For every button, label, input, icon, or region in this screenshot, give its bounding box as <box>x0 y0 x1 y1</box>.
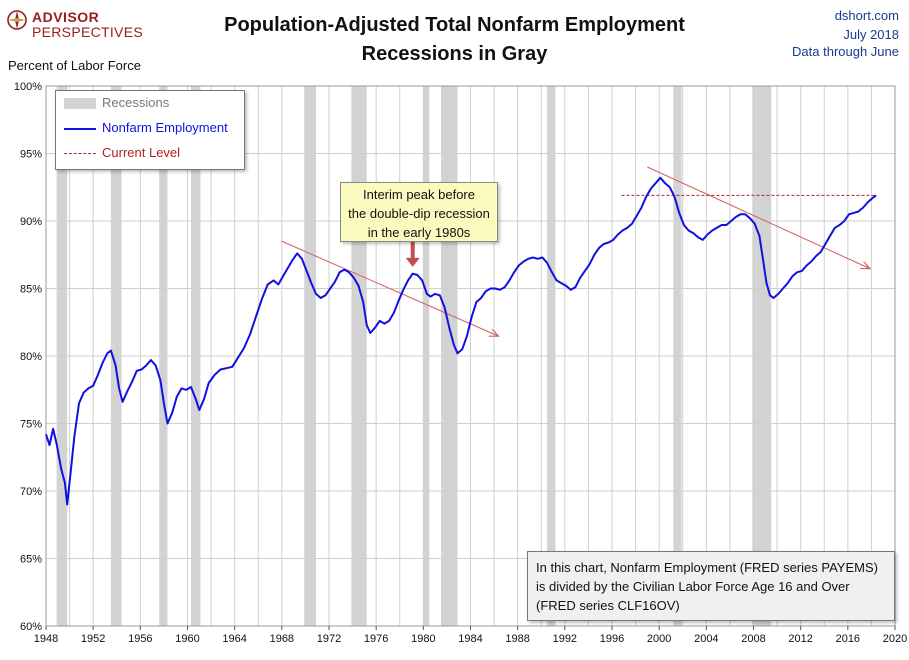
source-date: July 2018 <box>843 27 899 42</box>
legend-label-recessions: Recessions <box>102 95 170 110</box>
x-tick-label-12: 1996 <box>600 633 624 645</box>
y-tick-label-3: 85% <box>20 284 42 296</box>
x-tick-label-14: 2004 <box>694 633 718 645</box>
x-tick-label-10: 1988 <box>505 633 529 645</box>
x-tick-label-4: 1964 <box>222 633 246 645</box>
logo-text-bottom: PERSPECTIVES <box>32 24 143 40</box>
x-tick-label-9: 1984 <box>458 633 482 645</box>
annotation-callout: Interim peak before the double-dip reces… <box>340 182 498 242</box>
x-tick-label-8: 1980 <box>411 633 435 645</box>
y-tick-label-1: 95% <box>20 149 42 161</box>
trendline-1 <box>647 166 869 268</box>
x-tick-label-13: 2000 <box>647 633 671 645</box>
axis-ticks: 100% 95% 90% 85% 80% 75% 70% 65% 60%1948 1952 1956… <box>14 81 907 645</box>
source-site: dshort.com <box>834 8 899 23</box>
x-tick-label-17: 2016 <box>836 633 860 645</box>
legend-swatch-nonfarm <box>64 128 96 130</box>
y-tick-label-7: 65% <box>20 554 42 566</box>
legend-swatch-recessions <box>64 98 96 109</box>
note-line-2: is divided by the Civilian Labor Force A… <box>536 579 850 594</box>
y-tick-label-6: 70% <box>20 486 42 498</box>
x-tick-label-2: 1956 <box>128 633 152 645</box>
y-tick-label-8: 60% <box>20 621 42 633</box>
y-tick-label-2: 90% <box>20 216 42 228</box>
advisor-perspectives-logo: ADVISOR PERSPECTIVES <box>6 7 146 41</box>
x-tick-label-5: 1968 <box>270 633 294 645</box>
x-tick-label-0: 1948 <box>34 633 58 645</box>
nonfarm-employment-line <box>45 176 877 506</box>
y-tick-label-4: 80% <box>20 351 42 363</box>
callout-line-3: in the early 1980s <box>367 225 471 240</box>
y-axis-label: Percent of Labor Force <box>8 58 141 73</box>
legend-label-nonfarm: Nonfarm Employment <box>102 120 228 135</box>
note-line-1: In this chart, Nonfarm Employment (FRED … <box>536 560 878 575</box>
y-tick-label-0: 100% <box>14 81 42 93</box>
data-through: Data through June <box>792 44 899 59</box>
legend-label-current: Current Level <box>102 145 181 160</box>
gridlines <box>45 85 896 627</box>
x-tick-label-1: 1952 <box>81 633 105 645</box>
legend-swatch-current <box>64 153 96 154</box>
chart-title: Population-Adjusted Total Nonfarm Employ… <box>224 14 685 36</box>
compass-logo-icon <box>7 10 27 30</box>
trendlines <box>281 166 869 336</box>
x-tick-label-15: 2008 <box>741 633 765 645</box>
chart-legend: Recessions Nonfarm Employment Current Le… <box>55 90 245 170</box>
x-tick-label-18: 2020 <box>883 633 907 645</box>
x-tick-label-6: 1972 <box>317 633 341 645</box>
y-tick-label-5: 75% <box>20 419 42 431</box>
x-tick-label-16: 2012 <box>788 633 812 645</box>
note-line-3: (FRED series CLF16OV) <box>536 598 680 613</box>
callout-line-1: Interim peak before <box>362 187 475 202</box>
callout-arrow-head <box>405 257 420 267</box>
trendline-0 <box>281 240 498 336</box>
callout-line-2: the double-dip recession <box>348 206 490 221</box>
methodology-note: In this chart, Nonfarm Employment (FRED … <box>527 551 895 621</box>
chart-subtitle: Recessions in Gray <box>361 43 548 65</box>
x-tick-label-3: 1960 <box>175 633 199 645</box>
x-tick-label-7: 1976 <box>364 633 388 645</box>
x-tick-label-11: 1992 <box>553 633 577 645</box>
logo-text-top: ADVISOR <box>32 9 100 25</box>
